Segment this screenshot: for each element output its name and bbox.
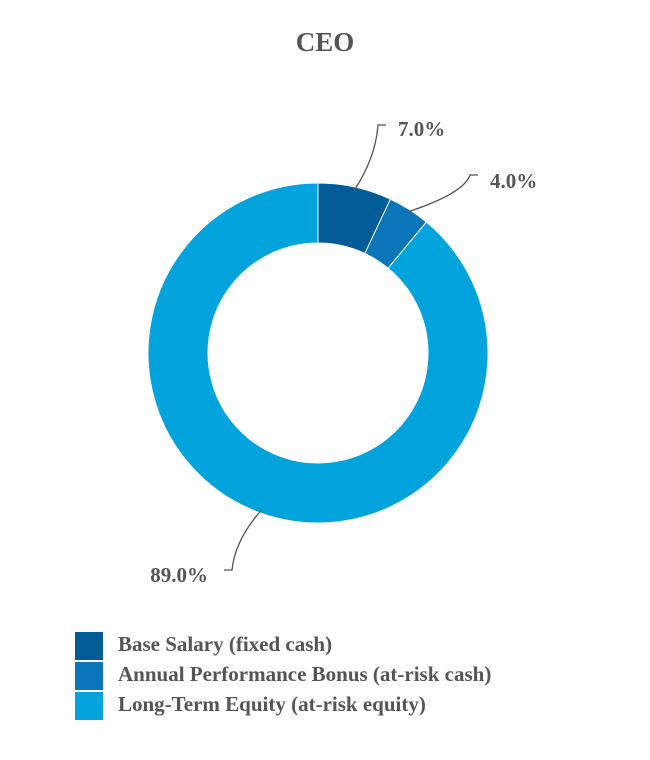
legend-swatch: [75, 632, 103, 660]
legend-label: Long-Term Equity (at-risk equity): [118, 692, 426, 716]
legend-swatch: [75, 662, 103, 690]
chart-title: CEO: [296, 27, 355, 57]
legend-label: Base Salary (fixed cash): [118, 632, 332, 656]
legend-swatch: [75, 692, 103, 720]
data-label: 7.0%: [398, 117, 445, 141]
donut-slice: [147, 182, 489, 524]
data-label: 4.0%: [490, 169, 537, 193]
leader-line: [224, 509, 262, 571]
legend-label: Annual Performance Bonus (at-risk cash): [118, 662, 491, 686]
leader-line: [353, 124, 386, 191]
leader-line: [407, 174, 478, 213]
data-label: 89.0%: [150, 563, 208, 587]
